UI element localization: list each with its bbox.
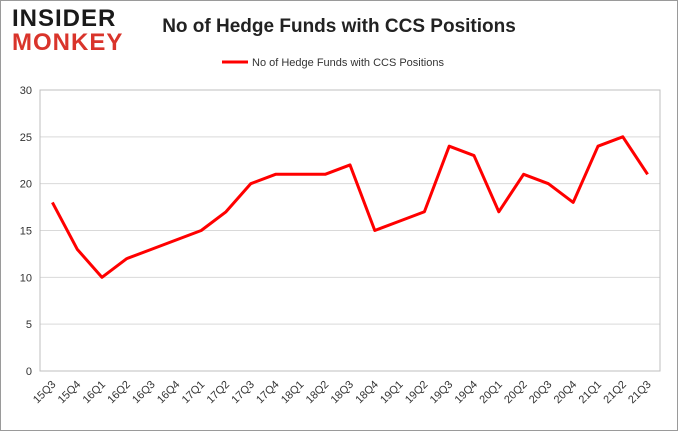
y-tick-label: 25 bbox=[20, 132, 32, 144]
data-line bbox=[51, 135, 649, 279]
y-tick-label: 20 bbox=[20, 179, 32, 191]
y-tick-label: 15 bbox=[20, 226, 32, 238]
chart-title: No of Hedge Funds with CCS Positions bbox=[162, 16, 516, 37]
logo-bottom: MONKEY bbox=[12, 29, 123, 56]
legend-label: No of Hedge Funds with CCS Positions bbox=[252, 57, 444, 69]
y-tick-label: 10 bbox=[20, 272, 32, 284]
legend: No of Hedge Funds with CCS Positions bbox=[222, 57, 444, 69]
y-tick-label: 30 bbox=[20, 85, 32, 97]
logo-top: INSIDER bbox=[12, 5, 116, 32]
y-tick-label: 5 bbox=[26, 319, 32, 331]
plot-border bbox=[39, 89, 661, 372]
y-tick-label: 0 bbox=[26, 366, 32, 378]
